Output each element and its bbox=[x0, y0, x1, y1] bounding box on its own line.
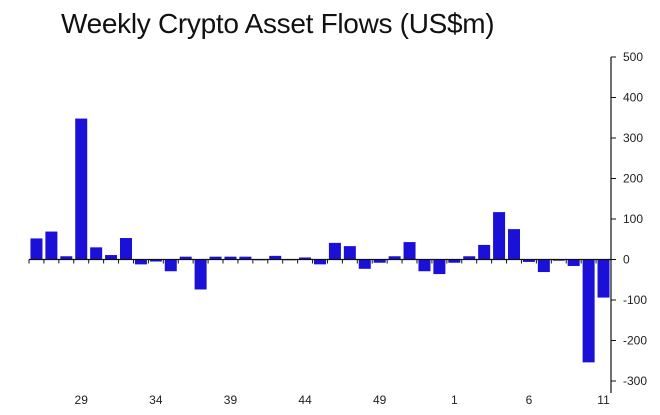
y-tick-label: -300 bbox=[623, 374, 647, 388]
bar-week-27 bbox=[45, 231, 58, 260]
y-tick-label: 200 bbox=[623, 172, 643, 186]
x-tick-label: 29 bbox=[75, 393, 89, 407]
y-tick-label: 100 bbox=[623, 212, 643, 226]
bar-week-33 bbox=[134, 259, 147, 265]
bar-week-7 bbox=[537, 259, 550, 273]
bar-week-32 bbox=[120, 238, 132, 260]
bar-week-49 bbox=[373, 259, 386, 263]
y-tick-label: 400 bbox=[623, 91, 643, 105]
bar-week-29 bbox=[75, 118, 88, 260]
x-tick-label: 11 bbox=[597, 393, 610, 407]
bar-week-42 bbox=[269, 255, 282, 260]
bar-week-39 bbox=[224, 256, 237, 260]
bar-week-28 bbox=[60, 256, 73, 260]
bar-week-46 bbox=[328, 242, 341, 260]
y-tick-label: 500 bbox=[623, 50, 643, 64]
bar-week-48 bbox=[358, 259, 371, 269]
x-tick-label: 1 bbox=[451, 393, 458, 407]
x-tick-label: 49 bbox=[373, 393, 387, 407]
bar-week-44 bbox=[299, 257, 312, 260]
bar-week-38 bbox=[209, 256, 222, 260]
y-tick-label: 0 bbox=[623, 253, 630, 267]
x-tick-label: 39 bbox=[224, 393, 238, 407]
bar-week-45 bbox=[314, 259, 326, 265]
x-tick-label: 44 bbox=[298, 393, 312, 407]
bar-week-6 bbox=[522, 259, 535, 262]
y-tick-label: 300 bbox=[623, 131, 643, 145]
bar-week-2 bbox=[463, 256, 476, 260]
bar-week-35 bbox=[164, 259, 177, 272]
chart-title: Weekly Crypto Asset Flows (US$m) bbox=[61, 8, 495, 39]
x-tick-label: 34 bbox=[149, 393, 163, 407]
x-tick-label: 6 bbox=[526, 393, 533, 407]
bar-week-3 bbox=[478, 244, 491, 260]
bar-week-31 bbox=[105, 255, 118, 260]
bar-week-34 bbox=[149, 259, 162, 262]
bar-week-26 bbox=[30, 238, 43, 260]
bar-week-11 bbox=[597, 259, 610, 298]
bar-week-47 bbox=[343, 246, 356, 260]
bar-week-52 bbox=[418, 259, 431, 272]
bar-week-40 bbox=[239, 256, 252, 260]
bar-week-36 bbox=[179, 256, 192, 260]
bar-week-37 bbox=[194, 259, 207, 290]
bar-week-10 bbox=[582, 259, 595, 363]
bar-week-50 bbox=[388, 256, 401, 260]
bar-week-8 bbox=[552, 259, 565, 261]
bar-week-1 bbox=[448, 259, 461, 263]
bar-week-9 bbox=[567, 259, 580, 266]
bar-week-51 bbox=[403, 242, 416, 260]
bar-week-5 bbox=[508, 229, 520, 260]
bar-week-30 bbox=[90, 247, 103, 260]
bar-week-4 bbox=[493, 212, 506, 260]
y-tick-label: -200 bbox=[623, 334, 647, 348]
y-tick-label: -100 bbox=[623, 293, 647, 307]
bar-week-53 bbox=[433, 259, 446, 275]
